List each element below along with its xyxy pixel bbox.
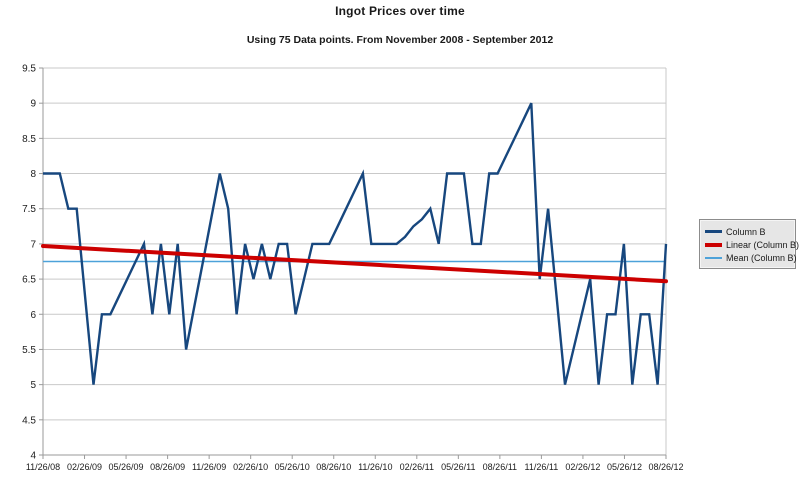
y-tick-label: 6.5 bbox=[22, 275, 36, 286]
x-tick-label: 08/26/12 bbox=[648, 462, 683, 472]
y-tick-label: 5.5 bbox=[22, 345, 36, 356]
y-tick-label: 8 bbox=[30, 169, 36, 180]
x-tick-label: 05/26/11 bbox=[441, 462, 475, 472]
y-tick-label: 4.5 bbox=[22, 415, 36, 426]
mean-line-swatch bbox=[705, 256, 722, 259]
y-tick-label: 4 bbox=[30, 451, 36, 462]
x-tick-label: 02/26/09 bbox=[67, 462, 102, 472]
x-tick-label: 08/26/10 bbox=[316, 462, 351, 472]
series-line-swatch bbox=[705, 230, 722, 233]
x-tick-label: 11/26/09 bbox=[192, 462, 226, 472]
x-tick-label: 08/26/11 bbox=[483, 462, 517, 472]
legend-label: Linear (Column B) bbox=[726, 239, 800, 250]
y-tick-label: 6 bbox=[30, 310, 36, 321]
x-tick-label: 11/26/10 bbox=[358, 462, 392, 472]
chart-subtitle: Using 75 Data points. From November 2008… bbox=[246, 34, 554, 46]
series-line-column-b bbox=[43, 102, 668, 385]
legend-item-column-b: Column B bbox=[705, 225, 791, 238]
x-tick-label: 11/26/11 bbox=[525, 462, 559, 472]
trend-line-swatch bbox=[705, 242, 722, 247]
legend-label: Mean (Column B) bbox=[726, 252, 797, 263]
x-tick-label: 02/26/11 bbox=[400, 462, 434, 472]
x-tick-label: 11/26/08 bbox=[26, 462, 60, 472]
legend-label: Column B bbox=[726, 226, 766, 237]
x-tick-label: 08/26/09 bbox=[150, 462, 185, 472]
y-tick-label: 9 bbox=[30, 99, 36, 110]
y-tick-label: 9.5 bbox=[22, 64, 36, 75]
x-tick-label: 02/26/12 bbox=[565, 462, 600, 472]
y-tick-label: 8.5 bbox=[22, 134, 36, 145]
x-tick-label: 05/26/12 bbox=[607, 462, 642, 472]
x-tick-label: 05/26/09 bbox=[109, 462, 144, 472]
legend-item-linear: Linear (Column B) bbox=[705, 238, 799, 251]
trend-line bbox=[41, 244, 668, 284]
y-tick-label: 7.5 bbox=[22, 204, 36, 215]
x-tick-label: 05/26/10 bbox=[275, 462, 310, 472]
chart-title: Ingot Prices over time bbox=[335, 4, 465, 18]
legend: Column B Linear (Column B) Mean (Column … bbox=[699, 219, 799, 269]
x-tick-label: 02/26/10 bbox=[233, 462, 268, 472]
legend-item-mean: Mean (Column B) bbox=[705, 251, 797, 264]
y-tick-label: 5 bbox=[30, 380, 36, 391]
y-tick-label: 7 bbox=[30, 239, 36, 250]
